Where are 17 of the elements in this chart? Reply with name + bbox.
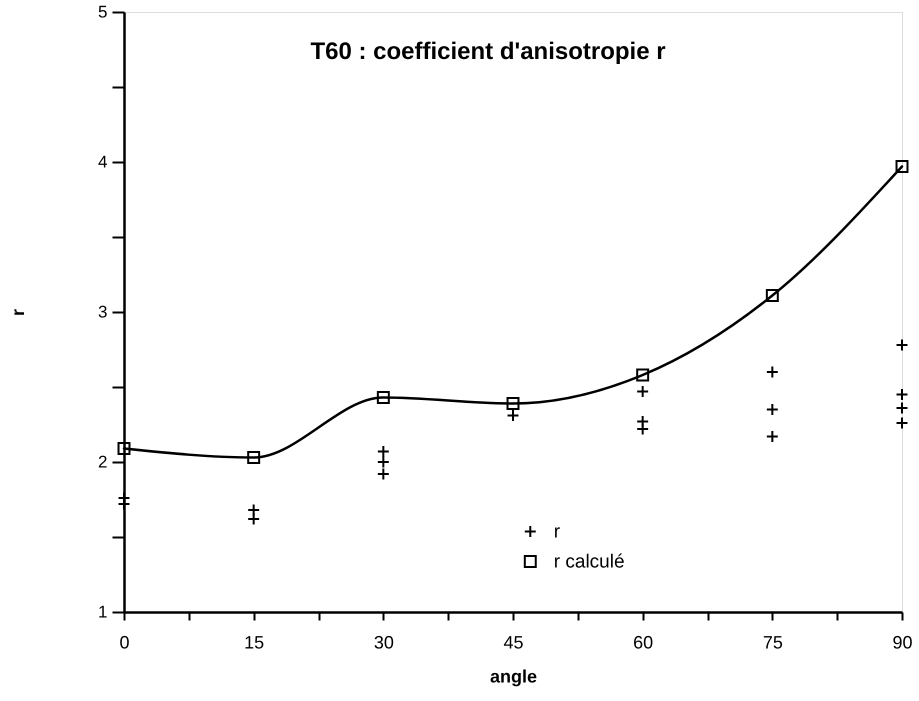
y-tick-label: 5 (98, 2, 108, 22)
x-tick-label: 75 (762, 632, 783, 652)
y-axis-title: r (8, 308, 28, 316)
x-tick-label: 0 (119, 632, 130, 652)
x-tick-label: 45 (503, 632, 524, 652)
legend-label: r (554, 522, 561, 542)
y-tick-label: 3 (98, 302, 108, 322)
legend-label: r calculé (554, 552, 625, 572)
y-tick-label: 2 (98, 452, 108, 472)
x-tick-label: 15 (244, 632, 264, 652)
y-tick-label: 1 (98, 602, 108, 622)
y-tick-label: 4 (98, 152, 108, 172)
x-axis-title: angle (490, 666, 538, 686)
x-tick-label: 30 (374, 632, 394, 652)
x-tick-label: 90 (892, 632, 913, 652)
text: T60 : coefficient d'anisotropie r (310, 38, 666, 65)
x-tick-label: 60 (633, 632, 654, 652)
